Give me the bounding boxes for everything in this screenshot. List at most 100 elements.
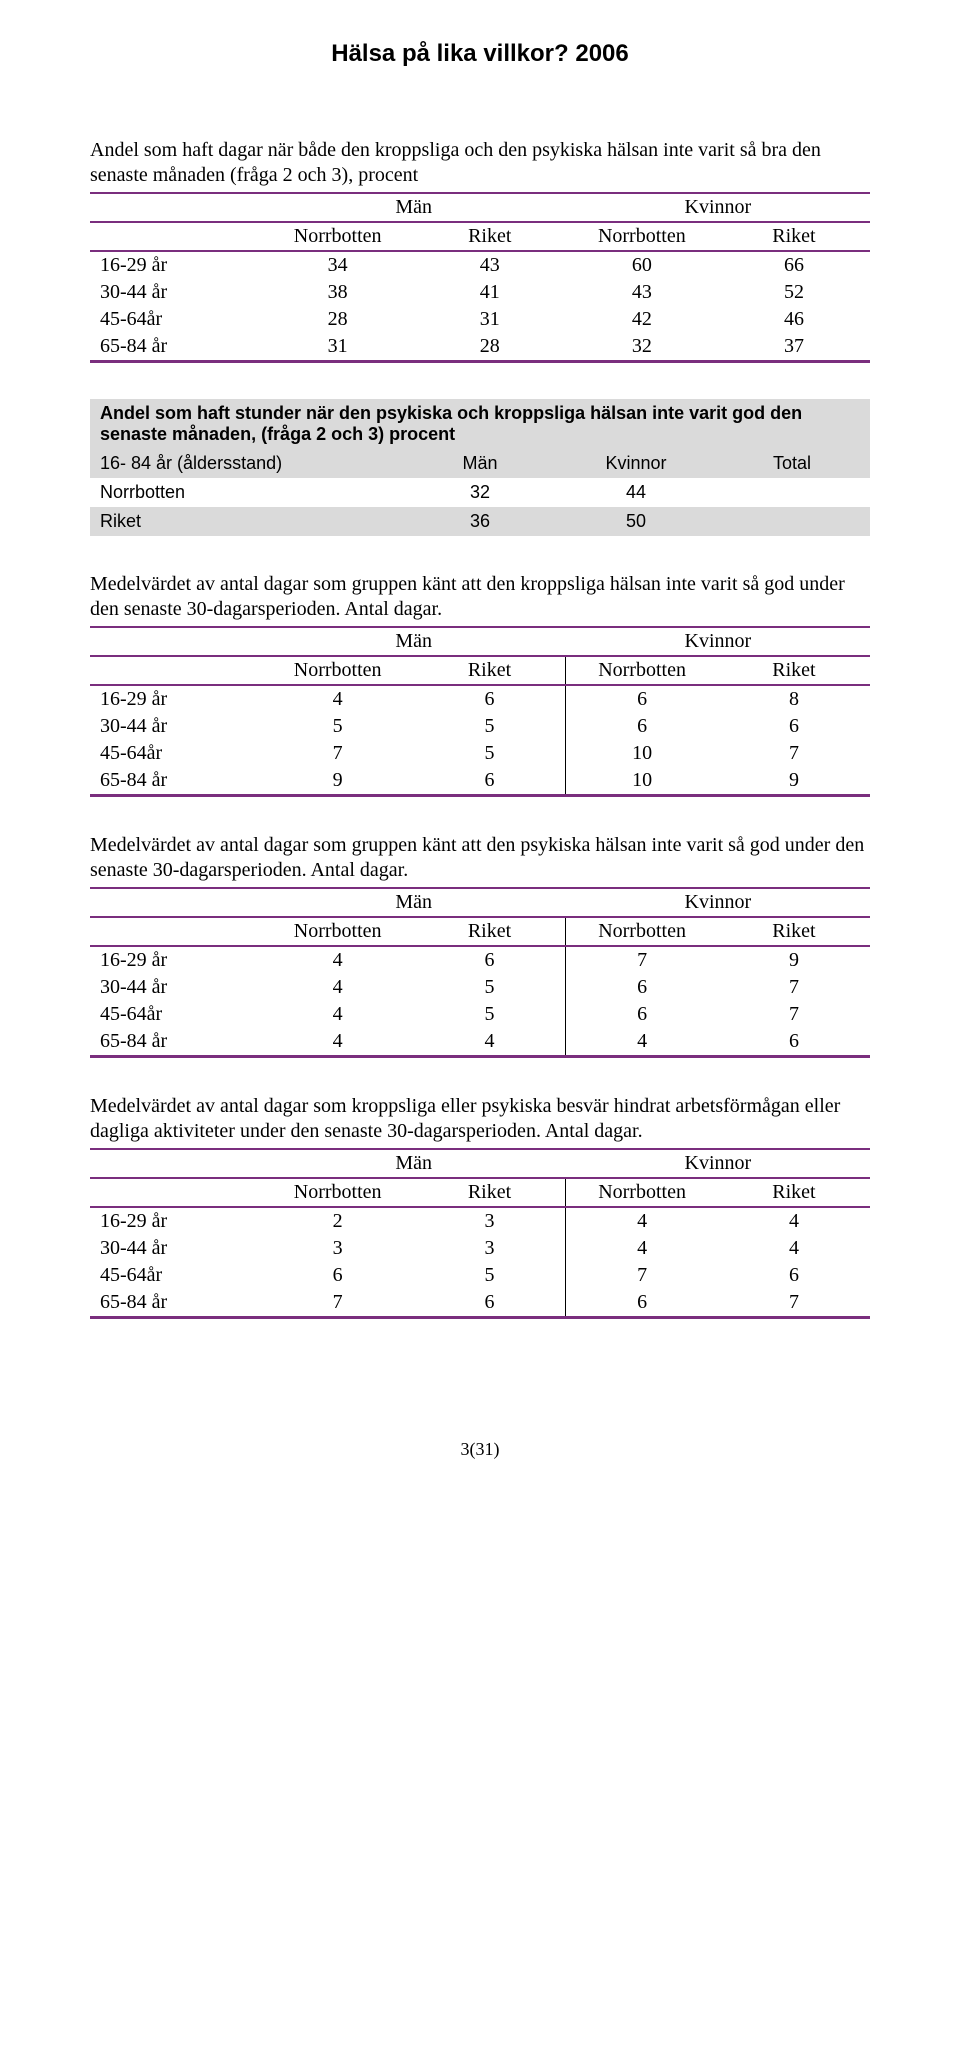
row-label: 45-64år	[90, 1262, 262, 1289]
cell: 7	[262, 1289, 414, 1318]
cell: 28	[414, 333, 566, 362]
table5: Män Kvinnor Norrbotten Riket Norrbotten …	[90, 1148, 870, 1319]
table4: Män Kvinnor Norrbotten Riket Norrbotten …	[90, 887, 870, 1058]
cell: 31	[414, 306, 566, 333]
row-label: 65-84 år	[90, 1028, 262, 1057]
cell: 6	[566, 1001, 718, 1028]
cell: 5	[262, 713, 414, 740]
cell	[714, 507, 870, 536]
cell: 37	[718, 333, 870, 362]
row-label: 16-29 år	[90, 251, 262, 279]
table1-group-right: Kvinnor	[566, 193, 870, 222]
row-label: 30-44 år	[90, 1235, 262, 1262]
cell: 42	[566, 306, 718, 333]
table5-caption: Medelvärdet av antal dagar som kroppslig…	[90, 1094, 870, 1144]
row-label: Riket	[90, 507, 402, 536]
cell: 7	[566, 1262, 718, 1289]
cell: 6	[414, 946, 566, 974]
cell: 6	[566, 713, 718, 740]
table2-sublabel: 16- 84 år (åldersstand)	[90, 449, 402, 478]
cell: 6	[414, 767, 566, 796]
cell: 10	[566, 767, 718, 796]
cell: 5	[414, 740, 566, 767]
table-row: 65-84 år 4 4 4 6	[90, 1028, 870, 1057]
table2-head: Andel som haft stunder när den psykiska …	[90, 399, 870, 449]
cell: 6	[566, 1289, 718, 1318]
cell: 6	[414, 1289, 566, 1318]
cell: 50	[558, 507, 714, 536]
table-row: 45-64år 4 5 6 7	[90, 1001, 870, 1028]
empty-head	[90, 627, 262, 656]
cell: 32	[402, 478, 558, 507]
row-label: 16-29 år	[90, 1207, 262, 1235]
row-label: 16-29 år	[90, 946, 262, 974]
cell: 52	[718, 279, 870, 306]
table-row: 45-64år 6 5 7 6	[90, 1262, 870, 1289]
cell: 4	[718, 1235, 870, 1262]
cell: 2	[262, 1207, 414, 1235]
row-label: 30-44 år	[90, 713, 262, 740]
table-row: 65-84 år 7 6 6 7	[90, 1289, 870, 1318]
cell	[714, 478, 870, 507]
row-label: Norrbotten	[90, 478, 402, 507]
table2: Andel som haft stunder när den psykiska …	[90, 399, 870, 536]
table1: Män Kvinnor Norrbotten Riket Norrbotten …	[90, 192, 870, 363]
table5-group-left: Män	[262, 1149, 566, 1178]
table3-group-right: Kvinnor	[566, 627, 870, 656]
cell: 7	[718, 1289, 870, 1318]
table4-group-right: Kvinnor	[566, 888, 870, 917]
table-row: 30-44 år 5 5 6 6	[90, 713, 870, 740]
row-label: 45-64år	[90, 1001, 262, 1028]
cell: 7	[718, 740, 870, 767]
table-row: 65-84 år 31 28 32 37	[90, 333, 870, 362]
table3-caption: Medelvärdet av antal dagar som gruppen k…	[90, 572, 870, 622]
table-row: 30-44 år 38 41 43 52	[90, 279, 870, 306]
row-label: 30-44 år	[90, 279, 262, 306]
table4-col1: Riket	[414, 917, 566, 946]
table-row: 16-29 år 34 43 60 66	[90, 251, 870, 279]
cell: 6	[718, 713, 870, 740]
table2-subhead: 16- 84 år (åldersstand) Män Kvinnor Tota…	[90, 449, 870, 478]
cell: 4	[262, 685, 414, 713]
cell: 6	[718, 1028, 870, 1057]
row-label: 30-44 år	[90, 974, 262, 1001]
cell: 41	[414, 279, 566, 306]
cell: 3	[262, 1235, 414, 1262]
table5-group-right: Kvinnor	[566, 1149, 870, 1178]
page: Hälsa på lika villkor? 2006 Andel som ha…	[0, 0, 960, 1520]
row-label: 65-84 år	[90, 1289, 262, 1318]
table3-col0: Norrbotten	[262, 656, 414, 685]
cell: 7	[262, 740, 414, 767]
table5-col0: Norrbotten	[262, 1178, 414, 1207]
empty-head	[90, 1149, 262, 1178]
cell: 31	[262, 333, 414, 362]
row-label: 45-64år	[90, 740, 262, 767]
table3-col3: Riket	[718, 656, 870, 685]
row-label: 16-29 år	[90, 685, 262, 713]
cell: 38	[262, 279, 414, 306]
cell: 4	[566, 1235, 718, 1262]
cell: 6	[566, 974, 718, 1001]
cell: 6	[414, 685, 566, 713]
empty-head2	[90, 656, 262, 685]
cell: 3	[414, 1207, 566, 1235]
cell: 4	[262, 1001, 414, 1028]
cell: 60	[566, 251, 718, 279]
table5-col2: Norrbotten	[566, 1178, 718, 1207]
table-row: 65-84 år 9 6 10 9	[90, 767, 870, 796]
cell: 8	[718, 685, 870, 713]
cell: 7	[718, 974, 870, 1001]
table-row: Norrbotten 32 44	[90, 478, 870, 507]
row-label: 65-84 år	[90, 333, 262, 362]
cell: 28	[262, 306, 414, 333]
cell: 5	[414, 1262, 566, 1289]
cell: 9	[718, 946, 870, 974]
empty-head	[90, 888, 262, 917]
table-row: 30-44 år 4 5 6 7	[90, 974, 870, 1001]
table1-col1: Riket	[414, 222, 566, 251]
page-number: 3(31)	[90, 1439, 870, 1460]
cell: 4	[566, 1207, 718, 1235]
table3: Män Kvinnor Norrbotten Riket Norrbotten …	[90, 626, 870, 797]
table3-group-left: Män	[262, 627, 566, 656]
table4-col3: Riket	[718, 917, 870, 946]
